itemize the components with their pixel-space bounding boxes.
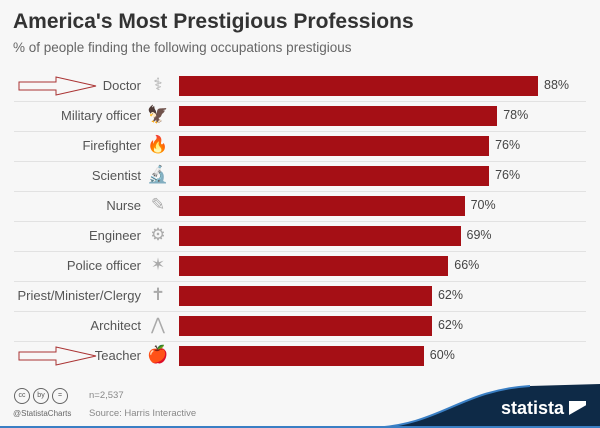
chart-title: America's Most Prestigious Professions xyxy=(13,10,414,33)
category-label: Architect xyxy=(90,318,141,333)
row-separator xyxy=(14,191,586,192)
compass-icon: ⋀ xyxy=(151,315,165,334)
badge-star-icon: ✶ xyxy=(150,255,166,274)
bar-row: Military officer 🦅 78% xyxy=(0,101,600,131)
bar xyxy=(179,196,465,216)
bar xyxy=(179,106,498,126)
bar xyxy=(179,316,432,336)
category-label: Scientist xyxy=(91,168,141,183)
value-label: 78% xyxy=(503,108,529,122)
sample-size: n=2,537 xyxy=(89,390,124,401)
footer: cc by = @StatistaCharts n=2,537 Source: … xyxy=(0,382,600,428)
chart-subtitle: % of people finding the following occupa… xyxy=(13,40,352,55)
row-separator xyxy=(14,101,586,102)
value-label: 76% xyxy=(495,168,521,182)
bar xyxy=(179,226,461,246)
category-label: Firefighter xyxy=(82,138,141,153)
source: Source: Harris Interactive xyxy=(89,408,197,419)
bar xyxy=(179,286,432,306)
category-label: Teacher xyxy=(94,348,141,363)
category-label: Nurse xyxy=(106,198,141,213)
eagle-icon: 🦅 xyxy=(147,105,169,124)
microscope-icon: 🔬 xyxy=(147,165,169,184)
row-separator xyxy=(14,311,586,312)
attribution-icon: by xyxy=(33,388,49,404)
row-separator xyxy=(14,251,586,252)
bar-row: Police officer ✶ 66% xyxy=(0,251,600,281)
value-label: 76% xyxy=(495,138,521,152)
highlight-arrow-icon xyxy=(18,346,97,366)
value-label: 62% xyxy=(437,288,463,302)
category-label: Engineer xyxy=(88,228,141,243)
value-label: 69% xyxy=(466,228,492,242)
bar-row: Nurse ✎ 70% xyxy=(0,191,600,221)
value-label: 88% xyxy=(544,78,570,92)
row-separator xyxy=(14,281,586,282)
value-label: 70% xyxy=(470,198,496,212)
no-derivatives-icon: = xyxy=(52,388,68,404)
row-separator xyxy=(14,131,586,132)
highlight-arrow-icon xyxy=(18,76,97,96)
twitter-handle[interactable]: @StatistaCharts xyxy=(13,409,72,418)
category-label: Priest/Minister/Clergy xyxy=(17,288,141,303)
bar-row: Doctor ⚕ 88% xyxy=(0,71,600,101)
value-label: 60% xyxy=(429,348,455,362)
bar-row: Architect ⋀ 62% xyxy=(0,311,600,341)
bar-row: Firefighter 🔥 76% xyxy=(0,131,600,161)
apple-books-icon: 🍎 xyxy=(147,345,169,364)
row-separator xyxy=(14,221,586,222)
bar xyxy=(179,76,539,96)
bar xyxy=(179,346,424,366)
syringe-icon: ✎ xyxy=(150,195,166,214)
bar xyxy=(179,166,490,186)
footer-line xyxy=(0,426,600,428)
category-label: Military officer xyxy=(61,108,141,123)
value-label: 66% xyxy=(454,258,480,272)
gears-icon: ⚙ xyxy=(150,225,166,244)
row-separator xyxy=(14,341,586,342)
bar-row: Teacher 🍎 60% xyxy=(0,341,600,371)
flame-icon: 🔥 xyxy=(147,135,169,154)
cross-icon: ✝ xyxy=(150,285,166,304)
cc-icon: cc xyxy=(14,388,30,404)
brand-swoosh xyxy=(370,384,600,428)
bar-row: Priest/Minister/Clergy ✝ 62% xyxy=(0,281,600,311)
stethoscope-icon: ⚕ xyxy=(153,75,163,94)
bar-row: Scientist 🔬 76% xyxy=(0,161,600,191)
value-label: 62% xyxy=(437,318,463,332)
bar-row: Engineer ⚙ 69% xyxy=(0,221,600,251)
row-separator xyxy=(14,161,586,162)
bar xyxy=(179,256,449,276)
statista-logo[interactable]: statista xyxy=(500,398,564,418)
category-label: Doctor xyxy=(102,78,141,93)
category-label: Police officer xyxy=(66,258,141,273)
creative-commons-icons[interactable]: cc by = xyxy=(14,388,68,404)
bar xyxy=(179,136,490,156)
